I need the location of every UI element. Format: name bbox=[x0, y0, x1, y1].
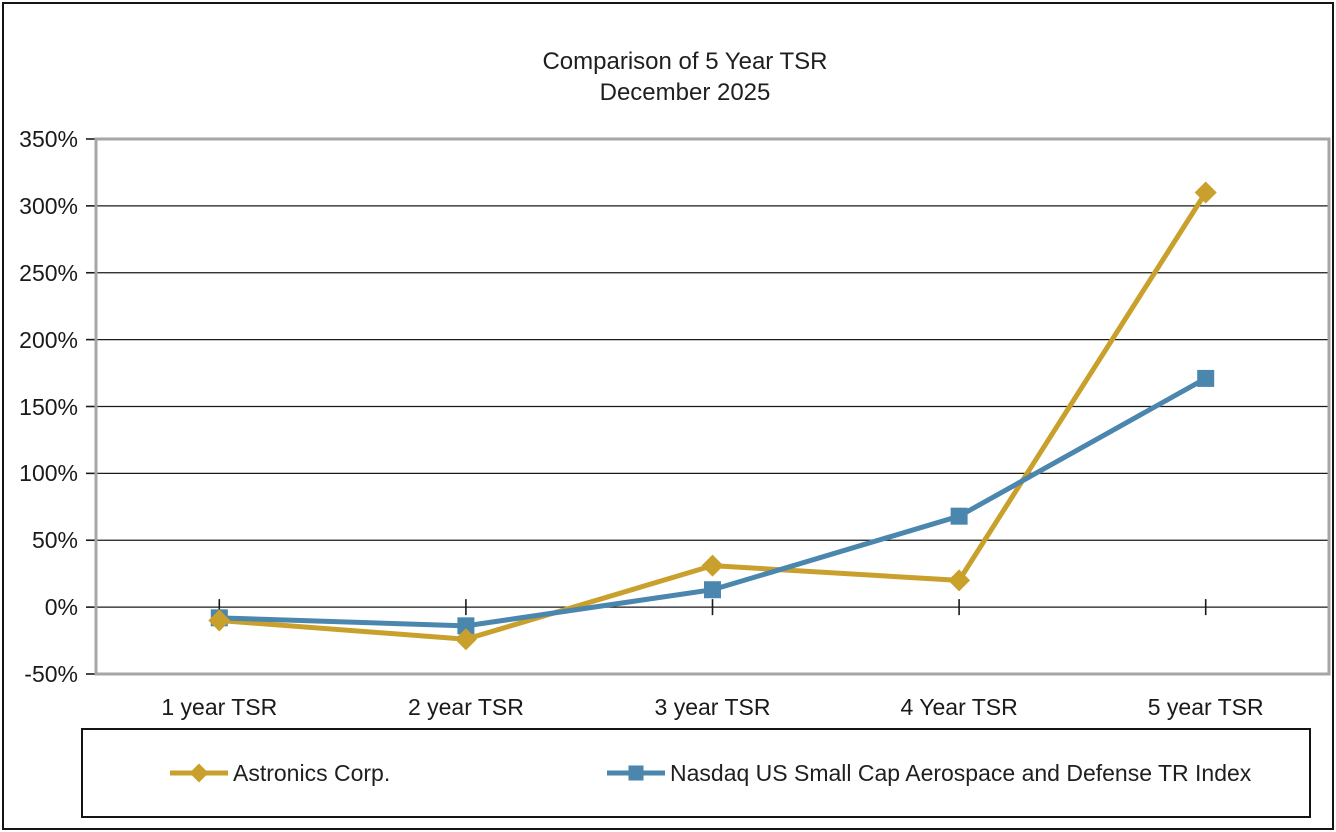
legend-label: Astronics Corp. bbox=[233, 759, 391, 786]
y-tick-label: 50% bbox=[31, 527, 78, 554]
diamond-marker bbox=[208, 609, 231, 632]
y-tick-label: 250% bbox=[19, 259, 78, 286]
chart-subtitle: December 2025 bbox=[599, 79, 771, 106]
y-tick-label: 200% bbox=[19, 326, 78, 353]
category-label: 4 Year TSR bbox=[900, 694, 1018, 720]
diamond-legend-marker-icon bbox=[170, 763, 228, 783]
y-tick-label: 100% bbox=[19, 460, 78, 487]
category-label: 1 year TSR bbox=[161, 694, 278, 720]
diamond-marker bbox=[1194, 181, 1217, 204]
y-tick-label: -50% bbox=[24, 661, 78, 687]
square-marker bbox=[457, 617, 475, 635]
square-marker bbox=[704, 581, 721, 599]
category-label: 5 year TSR bbox=[1147, 694, 1264, 720]
y-tick-label: 150% bbox=[19, 393, 78, 420]
legend-entry-0: Astronics Corp. bbox=[170, 730, 390, 816]
plot-border bbox=[94, 137, 1331, 676]
square-marker bbox=[950, 507, 968, 525]
diamond-marker bbox=[701, 554, 724, 577]
y-tick-label: 0% bbox=[44, 594, 78, 621]
y-tick-label: 350% bbox=[19, 126, 78, 152]
chart-header: Comparison of 5 Year TSR December 2025 bbox=[34, 46, 1336, 108]
category-label: 2 year TSR bbox=[407, 694, 524, 720]
chart-title: Comparison of 5 Year TSR bbox=[542, 48, 828, 75]
y-tick-label: 300% bbox=[19, 192, 78, 219]
square-legend-marker-icon bbox=[607, 765, 665, 781]
legend: Astronics Corp. Nasdaq US Small Cap Aeros… bbox=[81, 728, 1311, 818]
category-label: 3 year TSR bbox=[654, 694, 771, 720]
square-marker bbox=[1197, 369, 1215, 387]
diamond-marker bbox=[454, 628, 477, 651]
diamond-marker bbox=[948, 569, 971, 592]
legend-entry-1: Nasdaq US Small Cap Aerospace and Defens… bbox=[607, 730, 1251, 816]
legend-label: Nasdaq US Small Cap Aerospace and Defens… bbox=[670, 759, 1252, 786]
